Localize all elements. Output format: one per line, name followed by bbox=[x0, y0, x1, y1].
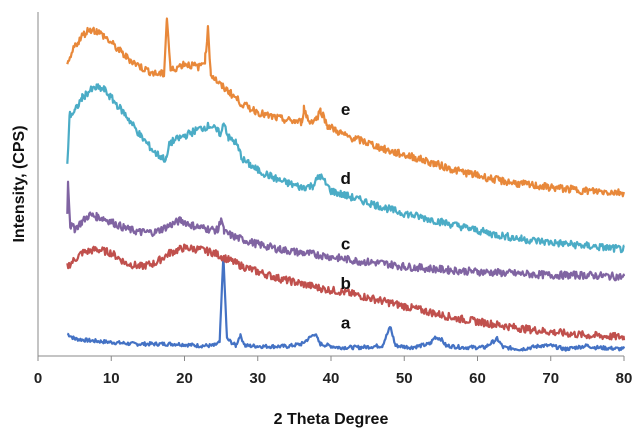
x-tick-layer: 0 10 20 30 40 50 60 70 80 bbox=[34, 356, 633, 387]
series-line-a bbox=[66, 256, 626, 352]
series-label-layer: a b c d e bbox=[340, 100, 350, 332]
series-label-c: c bbox=[341, 234, 350, 253]
series-layer bbox=[66, 17, 626, 352]
x-tick-label: 30 bbox=[249, 370, 266, 387]
x-tick-label: 40 bbox=[323, 370, 340, 387]
x-tick-label: 50 bbox=[396, 370, 413, 387]
series-line-b bbox=[66, 243, 626, 341]
x-axis-title: 2 Theta Degree bbox=[274, 411, 389, 428]
series-label-d: d bbox=[340, 169, 350, 188]
series-label-e: e bbox=[341, 100, 350, 119]
x-tick-label: 20 bbox=[176, 370, 193, 387]
x-tick-label: 10 bbox=[103, 370, 120, 387]
series-line-e bbox=[66, 17, 626, 198]
series-label-a: a bbox=[341, 313, 351, 332]
x-tick-label: 80 bbox=[616, 370, 633, 387]
x-tick-label: 0 bbox=[34, 370, 42, 387]
series-line-c bbox=[66, 180, 626, 282]
x-tick-label: 70 bbox=[542, 370, 559, 387]
x-tick-label: 60 bbox=[469, 370, 486, 387]
series-line-d bbox=[66, 83, 625, 254]
series-label-b: b bbox=[340, 274, 350, 293]
y-axis-title: Intensity, (CPS) bbox=[11, 125, 28, 242]
